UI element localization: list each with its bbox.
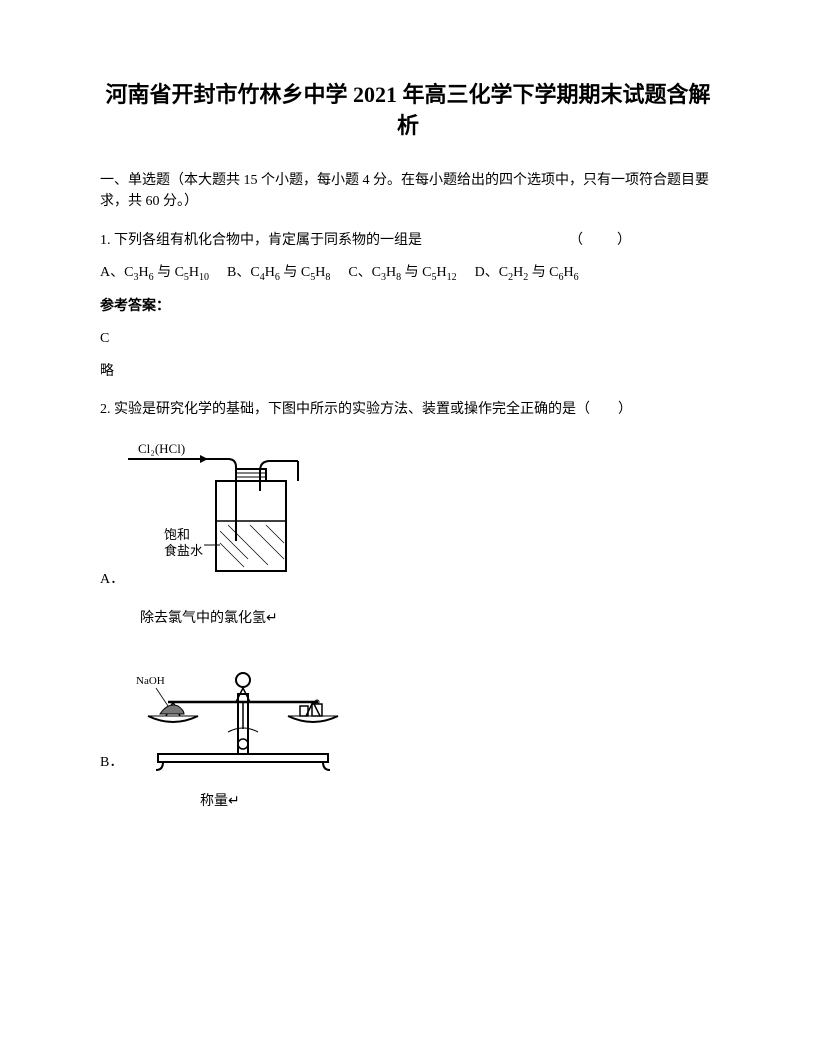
question-2: 2. 实验是研究化学的基础，下图中所示的实验方法、装置或操作完全正确的是（ ） …	[100, 399, 716, 813]
q1-answer-label: 参考答案：	[100, 296, 716, 318]
q1-option-b: B、C4H6 与 C5H8	[227, 262, 330, 286]
q1-answer-note: 略	[100, 361, 716, 383]
q1-option-a: A、C3H6 与 C5H10	[100, 262, 209, 286]
q1-options: A、C3H6 与 C5H10 B、C4H6 与 C5H8 C、C3H8 与 C5…	[100, 262, 716, 286]
q1-blank: （ ）	[569, 233, 633, 248]
q2-optB-figure: NaOH	[128, 644, 716, 782]
q2-optA-figure: Cl₂(HCl)	[128, 431, 716, 599]
q2-optA-caption: 除去氯气中的氯化氢↵	[140, 608, 716, 630]
naoh-label: NaOH	[136, 675, 165, 687]
q2-optB-label: B．	[100, 752, 123, 774]
q1-option-d: D、C2H2 与 C6H6	[475, 262, 579, 286]
q1-prompt: 1. 下列各组有机化合物中，肯定属于同系物的一组是 （ ）	[100, 230, 716, 252]
q1-prompt-text: 1. 下列各组有机化合物中，肯定属于同系物的一组是	[100, 233, 422, 248]
section-header: 一、单选题（本大题共 15 个小题，每小题 4 分。在每小题给出的四个选项中，只…	[100, 170, 716, 212]
q2-optA-label: A．	[100, 569, 124, 591]
q2-option-b: B．	[100, 644, 716, 782]
q2-option-a: A． Cl₂(HCl)	[100, 431, 716, 599]
question-1: 1. 下列各组有机化合物中，肯定属于同系物的一组是 （ ） A、C3H6 与 C…	[100, 230, 716, 383]
liquid-label-1: 饱和	[164, 527, 190, 542]
page-title: 河南省开封市竹林乡中学 2021 年高三化学下学期期末试题含解析	[100, 80, 716, 142]
q1-answer-value: C	[100, 328, 716, 350]
liquid-label-2: 食盐水	[164, 543, 203, 558]
q2-optB-caption: 称量↵	[200, 791, 716, 813]
q2-prompt: 2. 实验是研究化学的基础，下图中所示的实验方法、装置或操作完全正确的是（ ）	[100, 399, 716, 421]
gas-label: Cl₂(HCl)	[138, 441, 185, 456]
q1-option-c: C、C3H8 与 C5H12	[348, 262, 456, 286]
